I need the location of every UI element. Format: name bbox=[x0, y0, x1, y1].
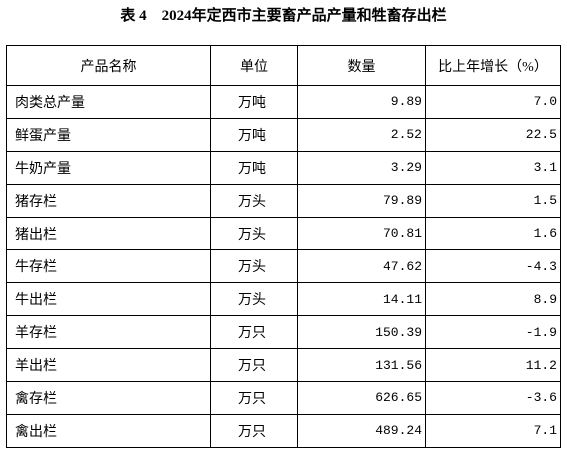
table-row: 猪出栏 万头 70.81 1.6 bbox=[6, 216, 561, 251]
table-cell: 万头 bbox=[210, 183, 298, 218]
table-row: 肉类总产量 万吨 9.89 7.0 bbox=[6, 85, 561, 119]
table-cell: 3.29 bbox=[297, 150, 426, 185]
table-row: 羊出栏 万只 131.56 11.2 bbox=[6, 348, 561, 383]
table-cell: 羊出栏 bbox=[6, 348, 211, 383]
table-row: 牛存栏 万头 47.62 -4.3 bbox=[6, 249, 561, 284]
header-cell: 单位 bbox=[210, 45, 298, 86]
table-cell: 79.89 bbox=[297, 183, 426, 218]
table-cell: 万吨 bbox=[210, 85, 298, 119]
header-cell: 数量 bbox=[297, 45, 426, 86]
table-cell: 禽存栏 bbox=[6, 381, 211, 415]
table-cell: 猪出栏 bbox=[6, 216, 211, 251]
table-cell: 14.11 bbox=[297, 282, 426, 317]
table-cell: 22.5 bbox=[425, 117, 561, 152]
table-cell: 万只 bbox=[210, 315, 298, 350]
header-row: 产品名称 单位 数量 比上年增长（%） bbox=[6, 45, 561, 86]
table-cell: 万只 bbox=[210, 348, 298, 383]
table-cell: 7.1 bbox=[425, 413, 561, 448]
table-cell: 羊存栏 bbox=[6, 315, 211, 350]
table-cell: 牛出栏 bbox=[6, 282, 211, 317]
table-row: 禽存栏 万只 626.65 -3.6 bbox=[6, 381, 561, 415]
table-cell: -1.9 bbox=[425, 315, 561, 350]
table-cell: 万吨 bbox=[210, 117, 298, 152]
table-cell: 万吨 bbox=[210, 150, 298, 185]
table-cell: 牛存栏 bbox=[6, 249, 211, 284]
table-cell: 1.5 bbox=[425, 183, 561, 218]
table-row: 牛出栏 万头 14.11 8.9 bbox=[6, 282, 561, 317]
table-cell: 11.2 bbox=[425, 348, 561, 383]
table-cell: 万只 bbox=[210, 381, 298, 415]
table-cell: 3.1 bbox=[425, 150, 561, 185]
table-cell: 8.9 bbox=[425, 282, 561, 317]
table-cell: 626.65 bbox=[297, 381, 426, 415]
table-cell: 9.89 bbox=[297, 85, 426, 119]
table-cell: 489.24 bbox=[297, 413, 426, 448]
table-row: 猪存栏 万头 79.89 1.5 bbox=[6, 183, 561, 218]
table-cell: 131.56 bbox=[297, 348, 426, 383]
data-table: 产品名称 单位 数量 比上年增长（%） 肉类总产量 万吨 9.89 7.0 鲜蛋产量 万吨 2.5… bbox=[6, 45, 561, 448]
table-cell: 万头 bbox=[210, 216, 298, 251]
table-cell: 肉类总产量 bbox=[6, 85, 211, 119]
table-cell: 万只 bbox=[210, 413, 298, 448]
table-cell: 150.39 bbox=[297, 315, 426, 350]
table-cell: 鲜蛋产量 bbox=[6, 117, 211, 152]
table-body: 肉类总产量 万吨 9.89 7.0 鲜蛋产量 万吨 2.52 22.5 牛奶产量 万吨 3.29 3.… bbox=[6, 85, 561, 448]
table-row: 羊存栏 万只 150.39 -1.9 bbox=[6, 315, 561, 350]
table-cell: 万头 bbox=[210, 282, 298, 317]
table-cell: 1.6 bbox=[425, 216, 561, 251]
table-cell: -3.6 bbox=[425, 381, 561, 415]
header-cell: 比上年增长（%） bbox=[425, 45, 561, 86]
table-cell: 7.0 bbox=[425, 85, 561, 119]
table-cell: 禽出栏 bbox=[6, 413, 211, 448]
header-cell: 产品名称 bbox=[6, 45, 211, 86]
table-row: 禽出栏 万只 489.24 7.1 bbox=[6, 413, 561, 448]
table-cell: -4.3 bbox=[425, 249, 561, 284]
table-row: 牛奶产量 万吨 3.29 3.1 bbox=[6, 150, 561, 185]
table-cell: 万头 bbox=[210, 249, 298, 284]
table-title: 表 4 2024年定西市主要畜产品产量和牲畜存出栏 bbox=[120, 8, 447, 24]
table-cell: 牛奶产量 bbox=[6, 150, 211, 185]
table-row: 鲜蛋产量 万吨 2.52 22.5 bbox=[6, 117, 561, 152]
table-cell: 猪存栏 bbox=[6, 183, 211, 218]
table-cell: 47.62 bbox=[297, 249, 426, 284]
table-cell: 2.52 bbox=[297, 117, 426, 152]
table-cell: 70.81 bbox=[297, 216, 426, 251]
